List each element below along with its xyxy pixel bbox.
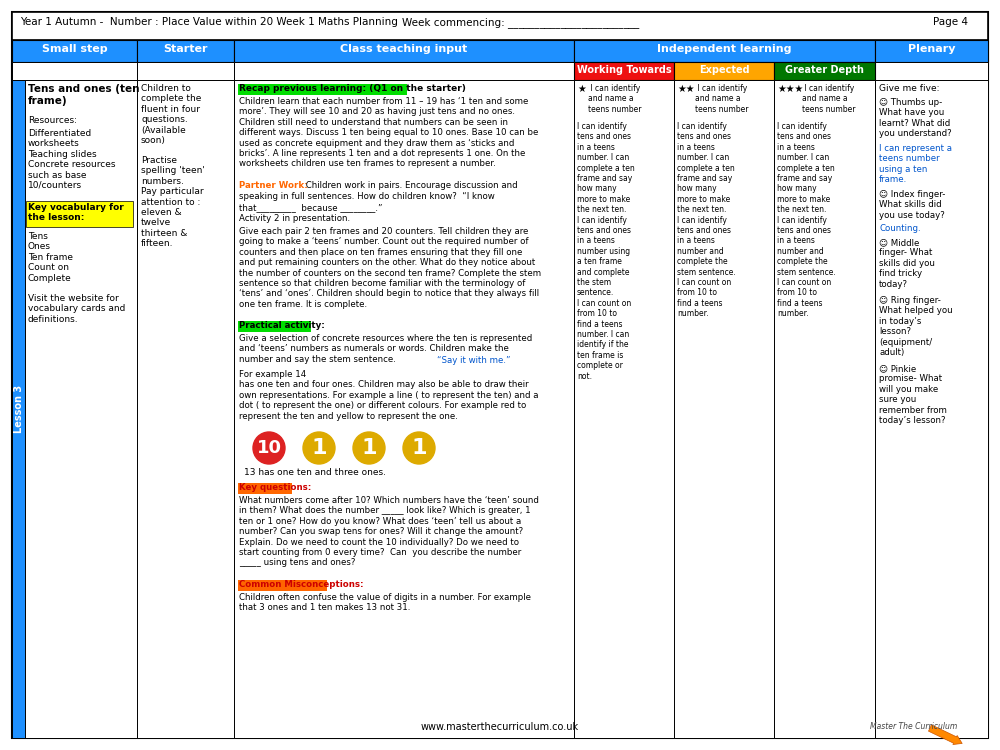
Text: Visit the website for
vocabulary cards and
definitions.: Visit the website for vocabulary cards a…: [28, 294, 125, 324]
Text: Expected: Expected: [699, 65, 749, 75]
Text: Resources:: Resources:: [28, 116, 77, 125]
Text: ☺ Pinkie
promise- What
will you make
sure you
remember from
today’s lesson?: ☺ Pinkie promise- What will you make sur…: [879, 364, 947, 425]
Text: Practical activity:: Practical activity:: [239, 321, 325, 330]
Bar: [674, 80, 774, 738]
Circle shape: [303, 432, 335, 464]
Bar: [875, 40, 988, 62]
Text: Key questions:: Key questions:: [239, 483, 311, 492]
Bar: [234, 62, 574, 80]
Text: For example 14
has one ten and four ones. Children may also be able to draw thei: For example 14 has one ten and four ones…: [239, 370, 538, 421]
Text: I can identify
and name a
teens number: I can identify and name a teens number: [695, 84, 748, 114]
Bar: [238, 321, 311, 332]
Text: I can represent a
teens number
using a ten
frame.: I can represent a teens number using a t…: [879, 144, 952, 184]
Bar: [26, 201, 133, 227]
Circle shape: [353, 432, 385, 464]
Text: Lesson 3: Lesson 3: [13, 385, 24, 433]
Bar: [234, 80, 574, 738]
Text: Class teaching input: Class teaching input: [340, 44, 468, 54]
Circle shape: [403, 432, 435, 464]
Bar: [574, 62, 674, 80]
Bar: [234, 40, 574, 62]
Text: Tens
Ones
Ten frame
Count on
Complete: Tens Ones Ten frame Count on Complete: [28, 232, 73, 283]
Text: Master The Curriculum: Master The Curriculum: [870, 722, 957, 731]
Text: that_________  because ________.”: that_________ because ________.”: [239, 203, 382, 212]
Text: Children learn that each number from 11 – 19 has ‘1 ten and some
more’. They wil: Children learn that each number from 11 …: [239, 97, 538, 169]
Bar: [137, 40, 234, 62]
Text: 10: 10: [256, 439, 282, 457]
Text: Give me five:: Give me five:: [879, 84, 940, 93]
Text: Children often confuse the value of digits in a number. For example
that 3 ones : Children often confuse the value of digi…: [239, 593, 531, 613]
Bar: [875, 80, 988, 738]
Bar: [875, 62, 988, 80]
Bar: [12, 80, 25, 738]
Text: Independent learning: Independent learning: [657, 44, 792, 54]
Bar: [137, 62, 234, 80]
Text: www.masterthecurriculum.co.uk: www.masterthecurriculum.co.uk: [421, 722, 579, 732]
Text: Page 4: Page 4: [933, 17, 968, 27]
Text: Plenary: Plenary: [908, 44, 955, 54]
Text: ☺ Middle
finger- What
skills did you
find tricky
today?: ☺ Middle finger- What skills did you fin…: [879, 238, 935, 289]
Bar: [574, 40, 875, 62]
Text: ★: ★: [577, 84, 586, 94]
Text: ☺ Thumbs up-
What have you
learnt? What did
you understand?: ☺ Thumbs up- What have you learnt? What …: [879, 98, 952, 138]
Text: 1: 1: [361, 438, 377, 458]
Text: Greater Depth: Greater Depth: [785, 65, 864, 75]
FancyArrow shape: [928, 724, 962, 745]
Text: Key vocabulary for
the lesson:: Key vocabulary for the lesson:: [28, 203, 124, 223]
Bar: [238, 483, 292, 494]
Text: ☺ Index finger-
What skills did
you use today?: ☺ Index finger- What skills did you use …: [879, 190, 945, 220]
Bar: [12, 80, 137, 738]
Text: ★★: ★★: [677, 84, 694, 94]
Text: speaking in full sentences. How do children know?  “I know: speaking in full sentences. How do child…: [239, 192, 495, 201]
Text: I can identify
tens and ones
in a teens
number. I can
complete a ten
frame and s: I can identify tens and ones in a teens …: [677, 122, 736, 318]
Text: Counting.: Counting.: [879, 224, 921, 233]
Bar: [774, 80, 875, 738]
Bar: [574, 80, 674, 738]
Text: Common Misconceptions:: Common Misconceptions:: [239, 580, 364, 589]
Text: Working Towards: Working Towards: [577, 65, 671, 75]
Text: I can identify
tens and ones
in a teens
number. I can
complete a ten
frame and s: I can identify tens and ones in a teens …: [577, 122, 635, 380]
Text: Year 1 Autumn -  Number : Place Value within 20 Week 1 Maths Planning: Year 1 Autumn - Number : Place Value wit…: [20, 17, 398, 27]
Bar: [12, 62, 137, 80]
Text: Starter: Starter: [163, 44, 208, 54]
Text: Partner Work:: Partner Work:: [239, 181, 308, 190]
Text: Differentiated
worksheets
Teaching slides
Concrete resources
such as base
10/cou: Differentiated worksheets Teaching slide…: [28, 129, 116, 190]
Text: 13 has one ten and three ones.: 13 has one ten and three ones.: [244, 468, 386, 477]
Text: I can identify
tens and ones
in a teens
number. I can
complete a ten
frame and s: I can identify tens and ones in a teens …: [777, 122, 836, 318]
Text: 1: 1: [311, 438, 327, 458]
Text: Tens and ones (ten
frame): Tens and ones (ten frame): [28, 84, 140, 106]
Text: What numbers come after 10? Which numbers have the ‘teen’ sound
in them? What do: What numbers come after 10? Which number…: [239, 496, 539, 568]
Bar: [12, 12, 988, 40]
Text: ☺ Ring finger-
What helped you
in today’s
lesson?
(equipment/
adult): ☺ Ring finger- What helped you in today’…: [879, 296, 953, 357]
Bar: [137, 80, 234, 738]
Bar: [238, 84, 407, 95]
Bar: [238, 580, 327, 591]
Text: Children to
complete the
fluent in four
questions.
(Available
soon): Children to complete the fluent in four …: [141, 84, 201, 145]
Text: Recap previous learning: (Q1 on the starter): Recap previous learning: (Q1 on the star…: [239, 84, 466, 93]
Circle shape: [253, 432, 285, 464]
Text: ★★★: ★★★: [777, 84, 803, 94]
Text: I can identify
and name a
teens number: I can identify and name a teens number: [802, 84, 856, 114]
Text: “Say it with me.”: “Say it with me.”: [437, 356, 511, 365]
Text: Activity 2 in presentation.: Activity 2 in presentation.: [239, 214, 350, 223]
Text: Practise
spelling 'teen'
numbers.
Pay particular
attention to :
eleven &
twelve
: Practise spelling 'teen' numbers. Pay pa…: [141, 156, 205, 248]
Text: Give each pair 2 ten frames and 20 counters. Tell children they are
going to mak: Give each pair 2 ten frames and 20 count…: [239, 227, 541, 309]
Text: 1: 1: [411, 438, 427, 458]
Text: Give a selection of concrete resources where the ten is represented
and ‘teens’ : Give a selection of concrete resources w…: [239, 334, 532, 364]
Bar: [12, 40, 137, 62]
Text: Children work in pairs. Encourage discussion and: Children work in pairs. Encourage discus…: [303, 181, 518, 190]
Bar: [774, 62, 875, 80]
Text: Week commencing: _________________________: Week commencing: _______________________…: [402, 17, 639, 28]
Text: I can identify
and name a
teens number: I can identify and name a teens number: [588, 84, 642, 114]
Text: Small step: Small step: [42, 44, 107, 54]
Bar: [674, 62, 774, 80]
